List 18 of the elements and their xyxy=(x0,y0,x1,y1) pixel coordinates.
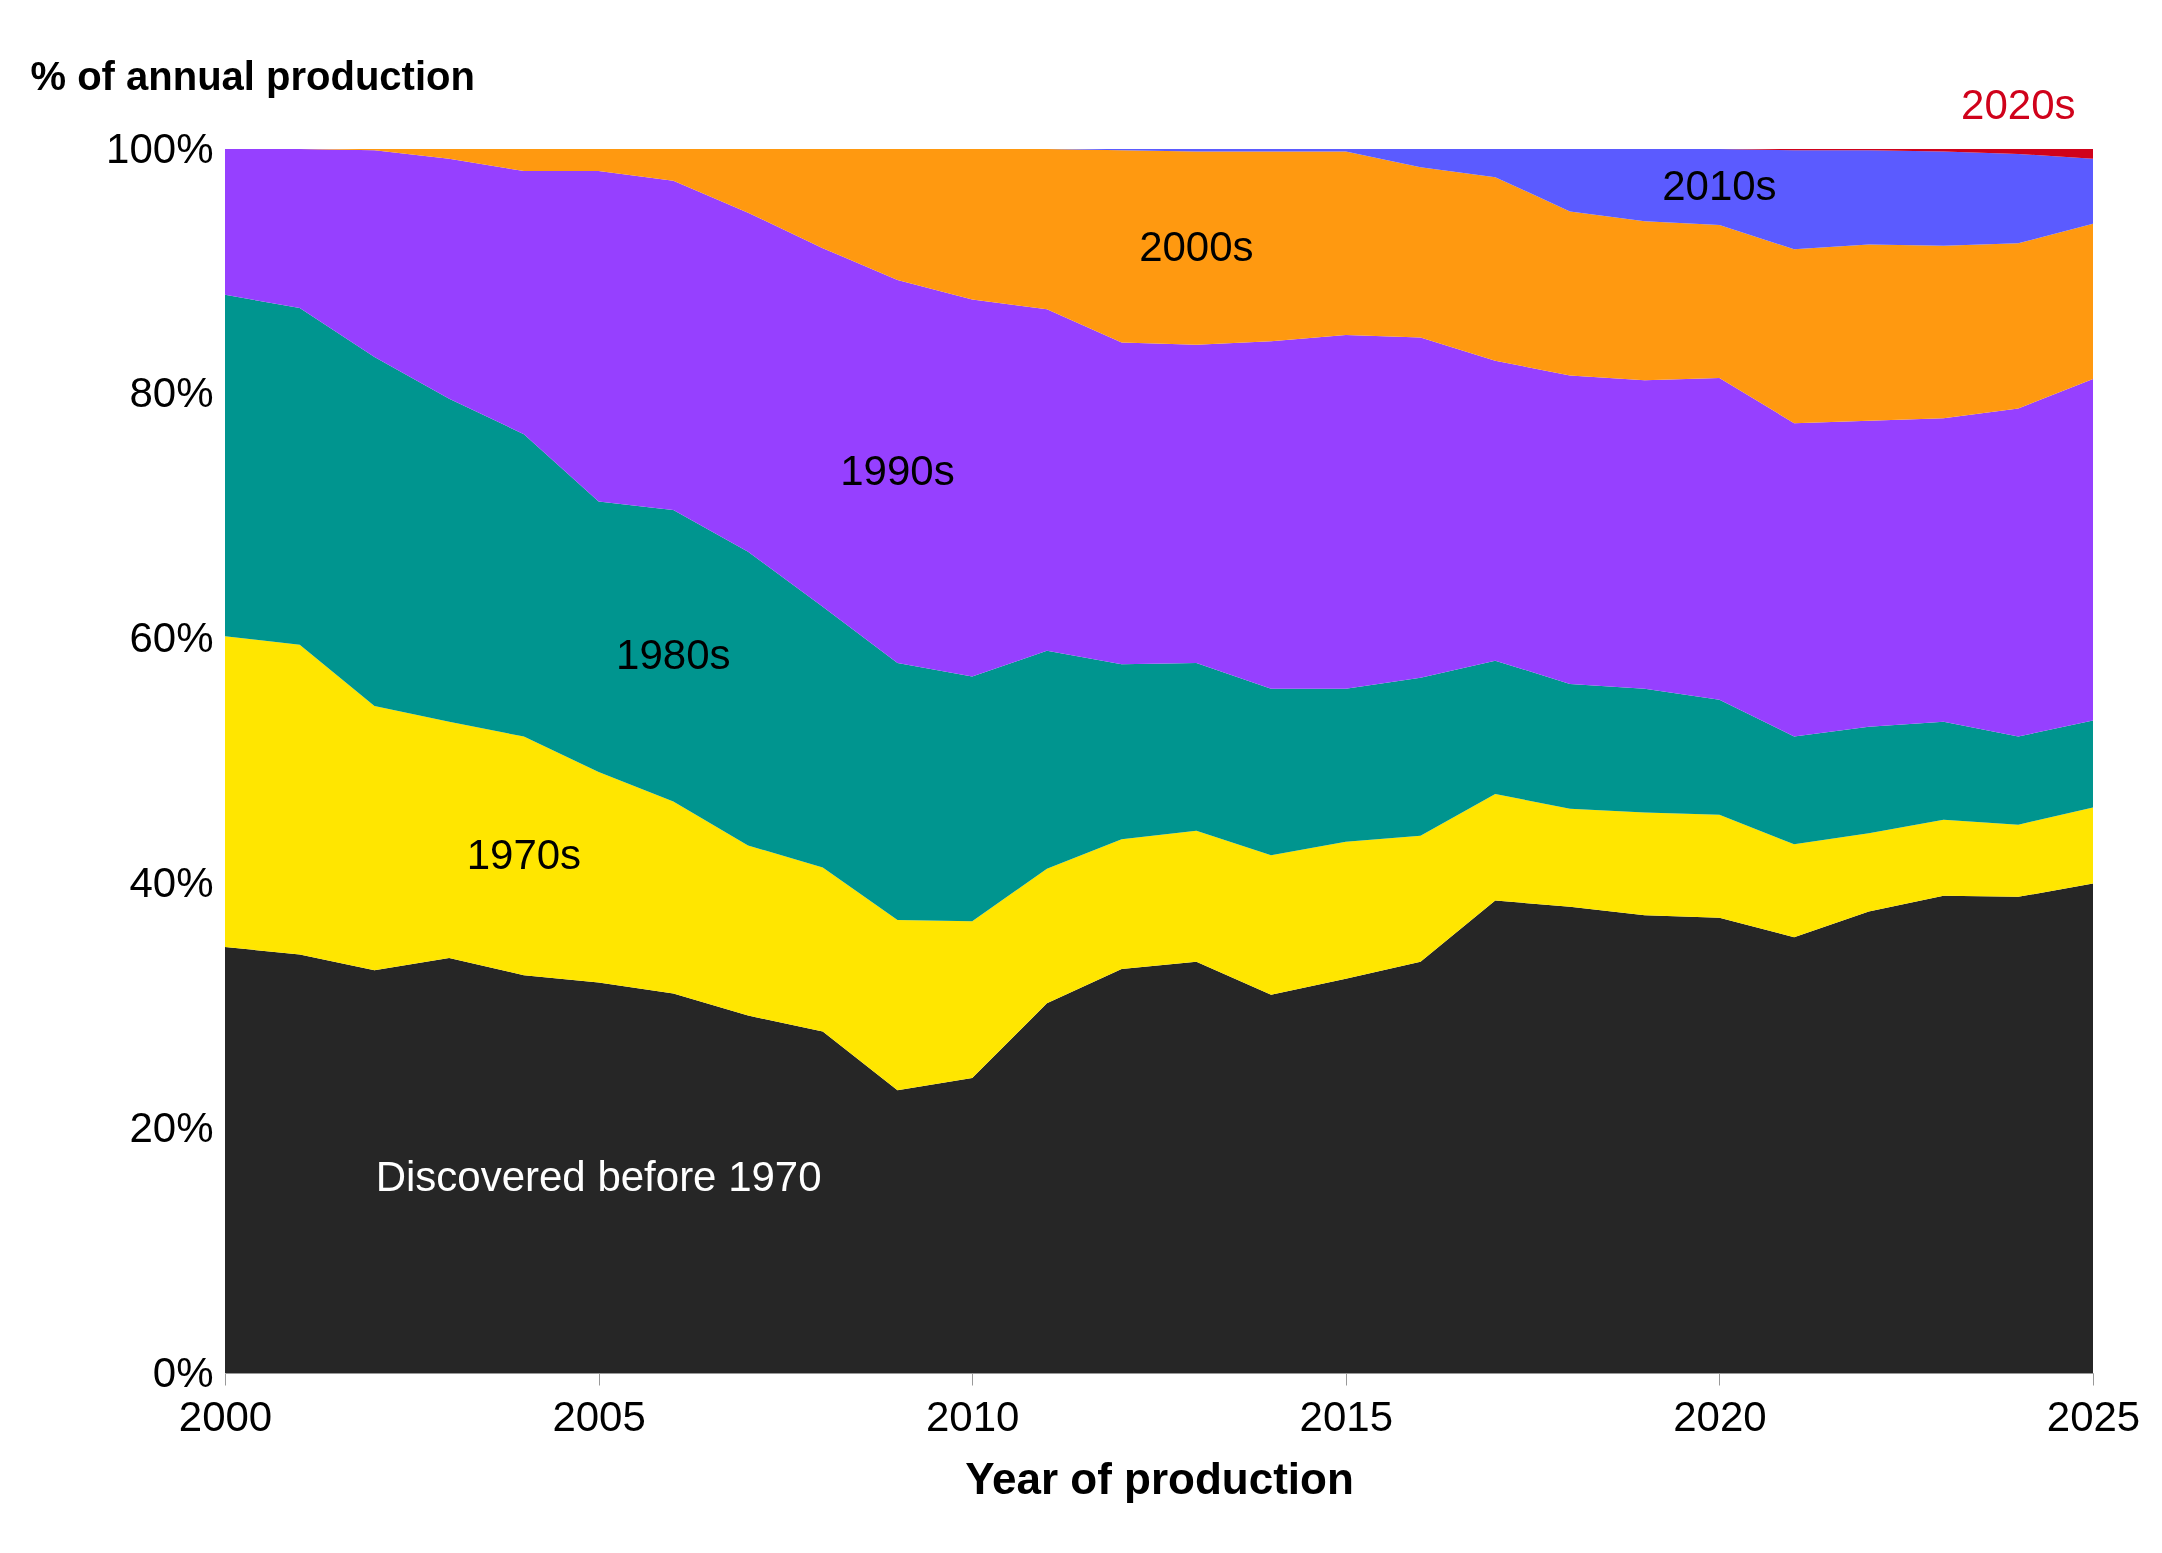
y-tick-label: 80% xyxy=(129,369,214,417)
x-tick-label: 2010 xyxy=(925,1392,1020,1440)
series-label: 1990s xyxy=(840,446,955,494)
series-label: 1970s xyxy=(466,830,582,878)
x-tick-label: 2020 xyxy=(1673,1392,1767,1440)
series-label: 1980s xyxy=(616,630,731,678)
x-tick-label: 2005 xyxy=(552,1392,646,1440)
x-tick-label: 2025 xyxy=(2046,1392,2141,1440)
x-axis-title: Year of production xyxy=(965,1453,1354,1503)
y-tick-label: 60% xyxy=(129,614,214,662)
series-label: 2020s xyxy=(1961,81,2076,129)
series-label: 2000s xyxy=(1139,223,1254,271)
y-tick-label: 40% xyxy=(129,858,214,906)
y-tick-label: 20% xyxy=(129,1103,214,1151)
y-tick-label: 100% xyxy=(106,124,214,172)
x-tick-label: 2015 xyxy=(1299,1392,1394,1440)
series-label: 2010s xyxy=(1662,161,1777,209)
y-axis-title: % of annual production xyxy=(30,53,475,98)
